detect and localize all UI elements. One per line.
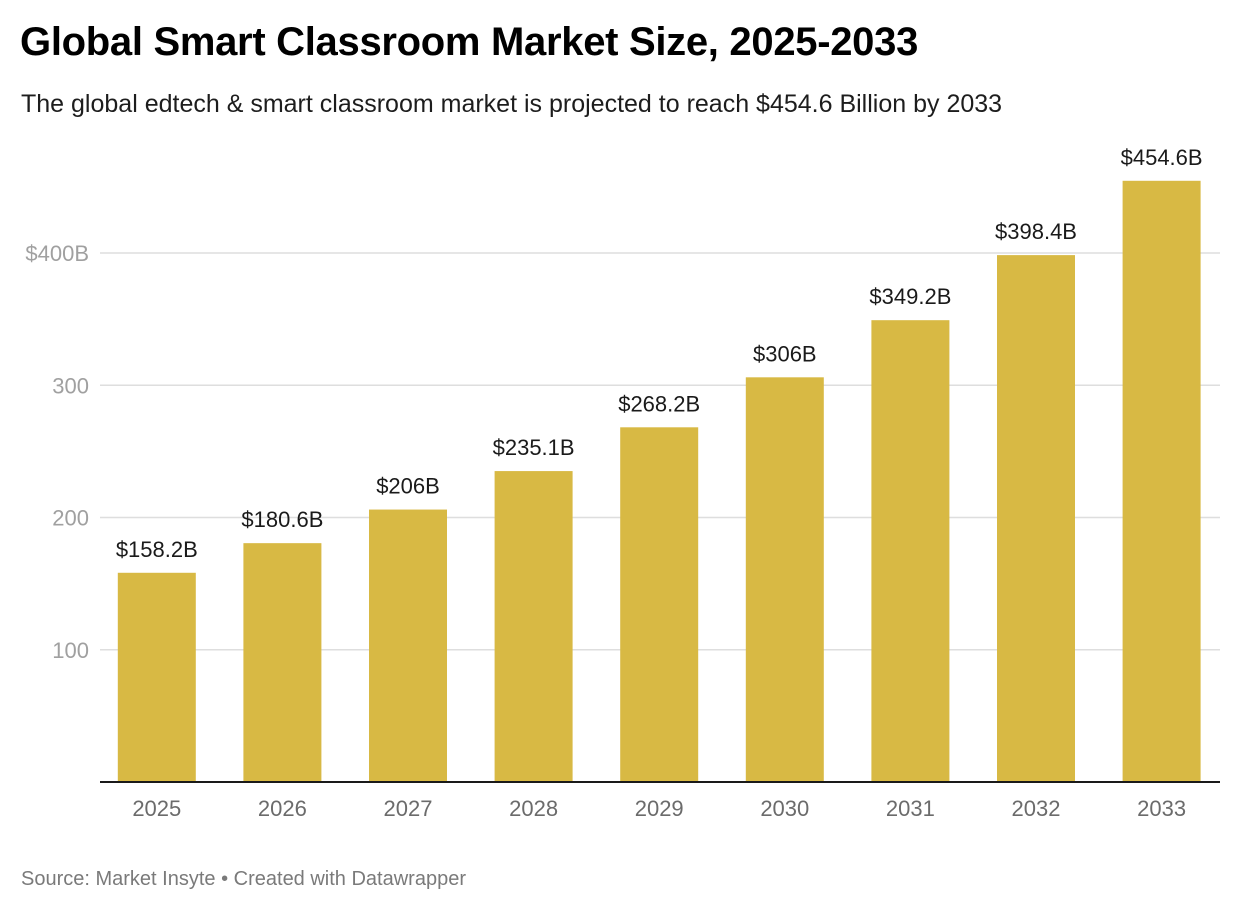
bar-2030[interactable] (745, 377, 824, 782)
x-tick-label-2030: 2030 (760, 796, 809, 821)
value-label-2025: $158.2B (116, 537, 198, 562)
x-tick-label-2027: 2027 (384, 796, 433, 821)
x-tick-label-2025: 2025 (132, 796, 181, 821)
y-tick-label: 100 (52, 638, 89, 663)
value-label-2027: $206B (376, 474, 440, 499)
value-label-2030: $306B (753, 341, 817, 366)
x-tick-label-2033: 2033 (1137, 796, 1186, 821)
y-tick-label: 200 (52, 506, 89, 531)
footer-separator: • (215, 868, 234, 890)
x-tick-label-2031: 2031 (886, 796, 935, 821)
x-tick-label-2029: 2029 (635, 796, 684, 821)
value-label-2028: $235.1B (493, 435, 575, 460)
source-link[interactable]: Market Insyte (95, 868, 216, 890)
y-tick-label: $400B (25, 241, 89, 266)
source-label: Source: (21, 868, 96, 890)
bar-2027[interactable] (369, 509, 447, 782)
y-tick-label: 300 (52, 373, 89, 398)
bar-2031[interactable] (871, 320, 950, 782)
axes: 100 200 300 $400B 2025 2026 2027 2028 2029 2030 20… (25, 241, 1220, 821)
chart-title: Global Smart Classroom Market Size, 2025… (20, 20, 919, 64)
chart-subtitle: The global edtech & smart classroom mark… (21, 90, 1003, 118)
bars (117, 180, 1201, 783)
x-tick-label-2032: 2032 (1012, 796, 1061, 821)
value-label-2033: $454.6B (1121, 145, 1203, 170)
bar-2028[interactable] (494, 471, 573, 782)
value-label-2029: $268.2B (618, 391, 700, 416)
chart-footer: Source: Market Insyte • Created with Dat… (21, 868, 466, 891)
value-label-2026: $180.6B (241, 507, 323, 532)
x-tick-label-2026: 2026 (258, 796, 307, 821)
x-tick-label-2028: 2028 (509, 796, 558, 821)
value-label-2031: $349.2B (869, 284, 951, 309)
value-label-2032: $398.4B (995, 219, 1077, 244)
bar-2033[interactable] (1122, 180, 1201, 782)
credit-link[interactable]: Created with Datawrapper (233, 868, 466, 890)
bar-2032[interactable] (997, 255, 1075, 783)
value-labels: $158.2B $180.6B $206B $235.1B $268.2B $306B $3… (116, 145, 1203, 562)
bar-2025[interactable] (117, 572, 196, 782)
bar-2029[interactable] (620, 427, 699, 782)
bar-2026[interactable] (243, 543, 322, 782)
